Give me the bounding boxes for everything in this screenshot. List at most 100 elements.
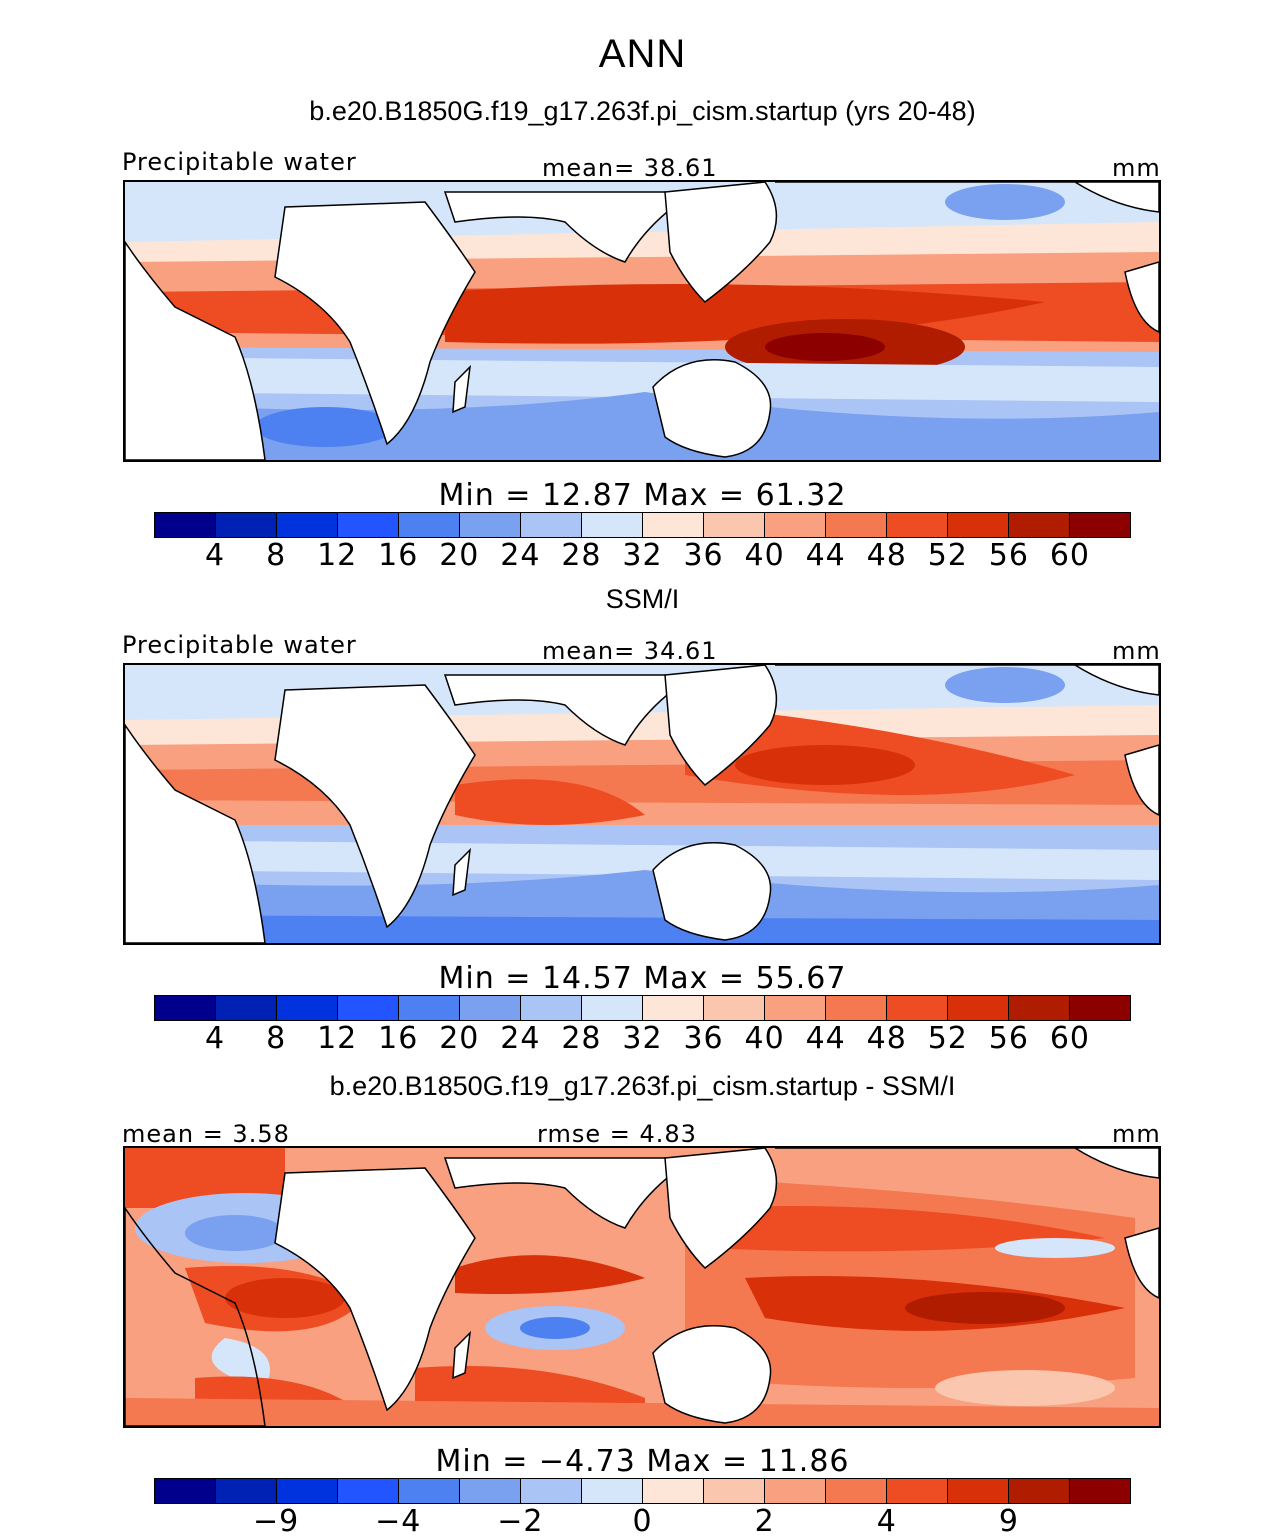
colorbar-swatch (887, 996, 948, 1020)
colorbar-tick-label: 44 (805, 538, 846, 573)
colorbar-swatch (277, 996, 338, 1020)
colorbar-swatch (704, 996, 765, 1020)
colorbar-tick-label: 4 (876, 1504, 897, 1539)
colorbar-tick-label: 8 (266, 538, 287, 573)
colorbar-swatch (643, 1479, 704, 1503)
colorbar-swatch (887, 513, 948, 537)
colorbar-swatch (1070, 513, 1130, 537)
colorbar-swatch (704, 1479, 765, 1503)
colorbar-tick-label: 48 (866, 1021, 907, 1056)
panel-1-map (123, 180, 1161, 462)
colorbar-tick-label: 24 (500, 1021, 541, 1056)
colorbar-swatch (155, 996, 216, 1020)
colorbar-tick-label: 9 (998, 1504, 1019, 1539)
panel-1-units-label: mm (1112, 154, 1161, 182)
colorbar-tick-label: 0 (632, 1504, 653, 1539)
panel-2-units-label: mm (1112, 637, 1161, 665)
colorbar-tick-label: 20 (439, 538, 480, 573)
colorbar-swatch (643, 996, 704, 1020)
colorbar-swatch (460, 1479, 521, 1503)
panel-3-title: b.e20.B1850G.f19_g17.263f.pi_cism.startu… (329, 1071, 956, 1101)
colorbar-swatch (521, 996, 582, 1020)
colorbar-swatch (765, 513, 826, 537)
panel-2-land (125, 665, 1159, 943)
colorbar-swatch (643, 513, 704, 537)
panel-1-minmax: Min = 12.87 Max = 61.32 (438, 478, 847, 513)
colorbar-tick-label: −9 (253, 1504, 300, 1539)
colorbar-tick-label: 20 (439, 1021, 480, 1056)
colorbar-swatch (338, 996, 399, 1020)
colorbar-tick-label: 60 (1049, 1021, 1091, 1056)
colorbar-swatch (460, 996, 521, 1020)
colorbar-swatch (277, 1479, 338, 1503)
colorbar-tick-label: 4 (205, 1021, 226, 1056)
colorbar-tick-label: 60 (1049, 538, 1091, 573)
panel-3-mean-label: mean = 3.58 (122, 1120, 290, 1148)
panel-3-minmax: Min = −4.73 Max = 11.86 (435, 1444, 850, 1479)
colorbar-tick-label: 44 (805, 1021, 846, 1056)
colorbar-swatch (338, 1479, 399, 1503)
panel-2-map (123, 663, 1161, 945)
colorbar-swatch (704, 513, 765, 537)
colorbar-tick-label: 8 (266, 1021, 287, 1056)
panel-1-mean-label: mean= 38.61 (542, 154, 718, 182)
colorbar-swatch (1009, 513, 1070, 537)
colorbar-swatch (521, 1479, 582, 1503)
colorbar-swatch (399, 513, 460, 537)
colorbar-swatch (948, 1479, 1009, 1503)
colorbar-swatch (948, 513, 1009, 537)
panel-3-rmse-label: rmse = 4.83 (537, 1120, 697, 1148)
panel-2-title: SSM/I (605, 584, 680, 614)
colorbar-swatch (826, 996, 887, 1020)
panel-2-minmax: Min = 14.57 Max = 55.67 (438, 961, 847, 996)
colorbar-tick-label: 2 (754, 1504, 775, 1539)
colorbar-swatch (460, 513, 521, 537)
colorbar-tick-label: −2 (497, 1504, 544, 1539)
colorbar-tick-label: 16 (378, 538, 419, 573)
colorbar-tick-label: 32 (622, 538, 663, 573)
colorbar-swatch (277, 513, 338, 537)
colorbar-tick-label: 24 (500, 538, 541, 573)
colorbar-tick-label: 32 (622, 1021, 663, 1056)
panel-2-colorbar (154, 995, 1131, 1021)
colorbar-swatch (826, 1479, 887, 1503)
colorbar-tick-label: 56 (988, 1021, 1029, 1056)
colorbar-tick-label: 36 (683, 538, 724, 573)
colorbar-tick-label: 16 (378, 1021, 419, 1056)
colorbar-swatch (826, 513, 887, 537)
colorbar-swatch (1009, 1479, 1070, 1503)
panel-1-title: b.e20.B1850G.f19_g17.263f.pi_cism.startu… (309, 96, 976, 126)
colorbar-swatch (1070, 1479, 1130, 1503)
colorbar-swatch (338, 513, 399, 537)
colorbar-swatch (155, 513, 216, 537)
colorbar-swatch (399, 996, 460, 1020)
colorbar-swatch (582, 1479, 643, 1503)
main-title: ANN (598, 32, 687, 76)
colorbar-tick-label: 12 (317, 538, 358, 573)
colorbar-swatch (216, 996, 277, 1020)
colorbar-swatch (1070, 996, 1130, 1020)
colorbar-tick-label: 40 (744, 1021, 785, 1056)
panel-1-land (125, 182, 1159, 460)
colorbar-tick-label: 28 (561, 538, 602, 573)
colorbar-tick-label: −4 (375, 1504, 422, 1539)
panel-3-map (123, 1146, 1161, 1428)
colorbar-tick-label: 40 (744, 538, 785, 573)
colorbar-swatch (216, 513, 277, 537)
colorbar-tick-label: 4 (205, 538, 226, 573)
panel-2-mean-label: mean= 34.61 (542, 637, 718, 665)
colorbar-tick-label: 36 (683, 1021, 724, 1056)
colorbar-tick-label: 52 (927, 538, 968, 573)
colorbar-swatch (1009, 996, 1070, 1020)
colorbar-tick-label: 28 (561, 1021, 602, 1056)
colorbar-swatch (948, 996, 1009, 1020)
colorbar-tick-label: 56 (988, 538, 1029, 573)
colorbar-swatch (582, 513, 643, 537)
panel-1-variable-label: Precipitable water (122, 148, 357, 176)
colorbar-swatch (582, 996, 643, 1020)
panel-2-variable-label: Precipitable water (122, 631, 357, 659)
colorbar-swatch (521, 513, 582, 537)
panel-3-colorbar (154, 1478, 1131, 1504)
colorbar-tick-label: 48 (866, 538, 907, 573)
colorbar-swatch (887, 1479, 948, 1503)
